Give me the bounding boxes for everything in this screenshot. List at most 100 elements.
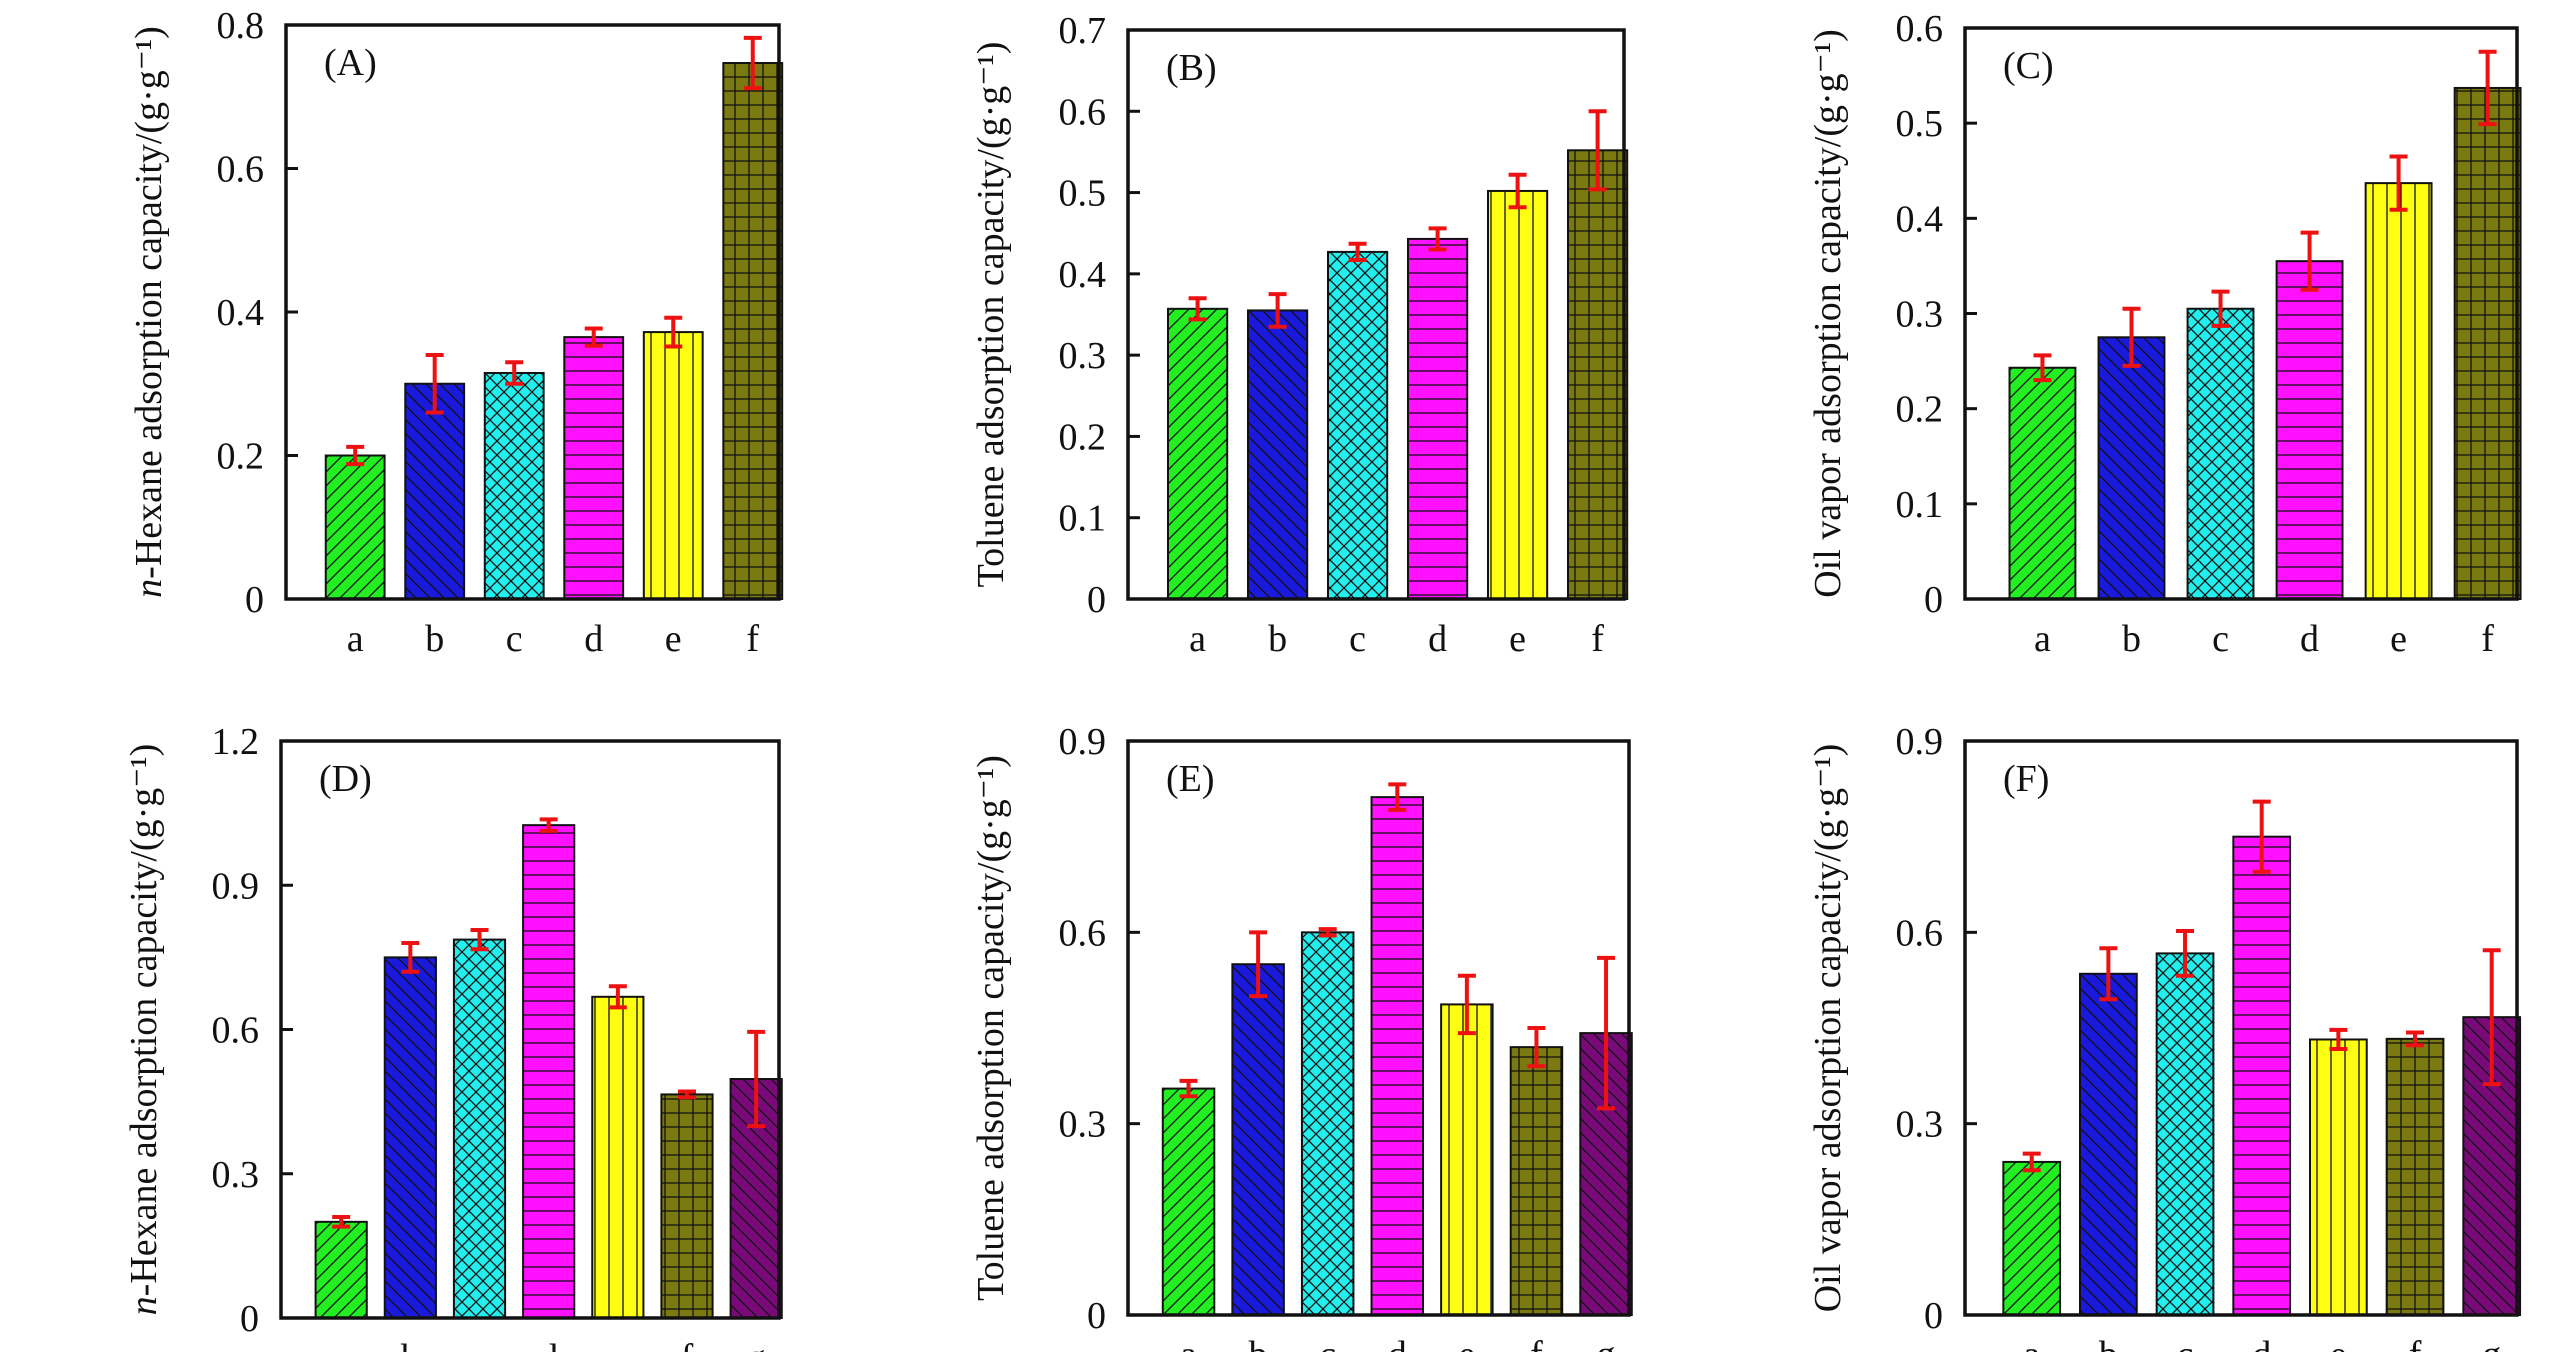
y-tick-label: 0.1 [1059,498,1107,540]
x-tick-label: f [1530,1334,1543,1352]
x-tick-label: a [2034,618,2051,660]
x-tick-label: c [1349,618,1366,660]
error-bar-f [1527,1026,1546,1069]
error-bar-a [332,1215,351,1229]
x-tick-label: e [1458,1334,1475,1352]
x-tick-label: c [2177,1334,2194,1352]
x-tick-label: g [1597,1334,1616,1352]
y-tick-label: 0.3 [212,1154,260,1196]
bar-f [2385,1037,2445,1316]
x-tick-label: f [2409,1334,2422,1352]
y-tick-label: 1.2 [212,721,260,763]
error-bar-b [1268,292,1287,329]
bar-f [1567,149,1629,600]
x-tick-label: g [747,1337,766,1352]
error-bar-d [539,817,558,833]
bar-b [2079,972,2138,1316]
x-tick-label: a [1180,1334,1197,1352]
error-bar-e [2389,154,2408,212]
x-tick-label: d [1428,618,1447,660]
x-tick-label: c [506,618,523,660]
y-tick-label: 0.2 [1896,389,1944,431]
plot-frame [1963,739,2519,1317]
y-tick-label: 0.2 [1059,416,1107,458]
x-tick-label: c [471,1337,488,1352]
bar-a [324,454,386,600]
y-tick-label: 0.4 [1896,198,1944,240]
panel-label: (E) [1166,758,1215,800]
error-bar-c [505,360,524,386]
x-tick-label: d [539,1337,558,1352]
error-bar-b [2122,306,2141,368]
error-bar-g [747,1029,766,1129]
bar-b [1231,963,1285,1316]
error-bar-c [1348,241,1367,263]
x-tick-label: a [333,1337,350,1352]
error-bar-c [470,927,489,952]
y-tick-label: 0.6 [1059,91,1107,133]
x-tick-label: f [746,618,759,660]
bar-e [2309,1038,2368,1316]
error-bar-b [1249,930,1268,999]
y-tick-label: 0.5 [1059,173,1107,215]
y-tick-label: 0.4 [1059,254,1107,296]
x-tick-label: e [2330,1334,2347,1352]
error-bar-g [2482,948,2501,1087]
error-bar-e [608,984,627,1010]
y-tick-label: 0.3 [1059,335,1107,377]
x-tick-label: d [1388,1334,1407,1352]
x-tick-label: a [1189,618,1206,660]
error-bar-a [1179,1078,1198,1099]
bar-c [483,371,545,600]
bar-f [722,62,784,600]
x-tick-label: g [2482,1334,2501,1352]
x-tick-label: a [2023,1334,2040,1352]
y-tick-label: 0 [245,579,264,621]
error-bar-a [346,444,365,467]
y-axis-label: n-Hexane adsorption capacity/(g·g⁻¹) [123,744,165,1316]
bar-c [1300,931,1355,1316]
y-tick-label: 0.6 [212,1010,260,1052]
y-tick-label: 0.9 [1896,721,1944,763]
y-tick-label: 0.6 [1059,912,1107,954]
x-tick-label: e [609,1337,626,1352]
error-bar-c [2211,289,2230,328]
x-tick-label: b [425,618,444,660]
y-tick-label: 0.3 [1896,1104,1944,1146]
y-tick-label: 0 [240,1298,259,1340]
error-bar-e [664,315,683,349]
error-bar-f [2478,49,2497,127]
x-tick-label: d [2300,618,2319,660]
y-tick-label: 0.1 [1896,484,1944,526]
bar-a [1161,1087,1216,1316]
y-tick-label: 0.7 [1059,10,1107,52]
x-tick-label: b [2122,618,2141,660]
panel-label: (B) [1166,47,1217,89]
x-tick-label: d [584,618,603,660]
x-tick-label: b [1268,618,1287,660]
error-bar-b [401,940,420,974]
y-tick-label: 0 [1087,579,1106,621]
bar-e [2364,182,2433,600]
bar-c [452,938,507,1319]
bar-a [314,1220,368,1320]
x-tick-label: f [2481,618,2494,660]
y-tick-label: 0 [1924,579,1943,621]
bar-e [591,995,645,1319]
y-axis-label: Oil vapor adsorption capacity/(g·g⁻¹) [1807,744,1849,1313]
x-tick-label: b [1249,1334,1268,1352]
bar-b [1247,309,1309,600]
chart-panel-b: a b c d e f 0 0.1 0.2 0.3 0.4 0.5 0.6 0.7 (B) Toluene a… [970,10,1629,660]
y-tick-label: 0.2 [217,436,265,478]
x-tick-label: e [2390,618,2407,660]
error-bar-d [1428,226,1447,252]
y-tick-label: 0.8 [217,5,265,47]
panel-label: (F) [2003,758,2049,800]
bar-d [2275,260,2344,600]
error-bar-a [1188,296,1207,322]
error-bar-f [2406,1030,2425,1048]
error-bar-d [584,326,603,348]
error-bar-e [1508,172,1527,210]
plot-frame [1126,739,1631,1317]
error-bar-f [1588,109,1607,192]
